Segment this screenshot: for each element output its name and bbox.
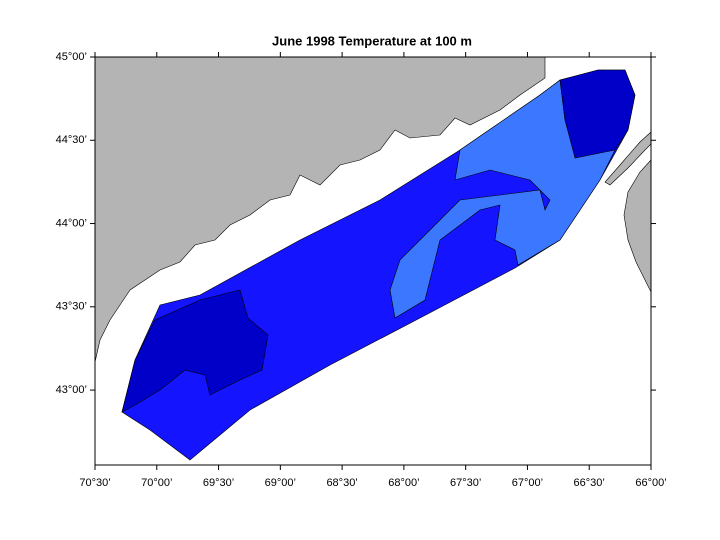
x-tick-label: 70°00’	[141, 477, 172, 489]
map-area	[94, 56, 652, 465]
land-nova-scotia	[623, 159, 652, 293]
map-frame	[94, 56, 652, 466]
land-maine	[94, 56, 546, 363]
x-tick-label: 70°30’	[79, 477, 110, 489]
x-tick-label: 67°00’	[512, 477, 543, 489]
axis-ticks: 70°30’ 70°00’ 69°30’ 69°00’ 68°30’ 68°00’ 67°3…	[56, 51, 667, 489]
cold-zone-west	[121, 289, 269, 413]
x-tick-label: 69°00’	[265, 477, 296, 489]
x-tick-label: 69°30’	[203, 477, 234, 489]
y-tick-label: 44°00’	[56, 217, 87, 229]
y-tick-label: 43°00’	[56, 384, 87, 396]
y-tick-label: 45°00’	[56, 51, 87, 63]
cold-zone-east	[559, 69, 636, 159]
x-tick-label: 66°00’	[635, 477, 666, 489]
x-tick-label: 67°30’	[450, 477, 481, 489]
x-tick-label: 68°00’	[388, 477, 419, 489]
y-tick-label: 43°30’	[56, 301, 87, 313]
map-title: June 1998 Temperature at 100 m	[272, 33, 472, 48]
x-tick-label: 66°30’	[574, 477, 605, 489]
y-tick-label: 44°30’	[56, 134, 87, 146]
x-tick-label: 68°30’	[326, 477, 357, 489]
island	[604, 131, 652, 186]
